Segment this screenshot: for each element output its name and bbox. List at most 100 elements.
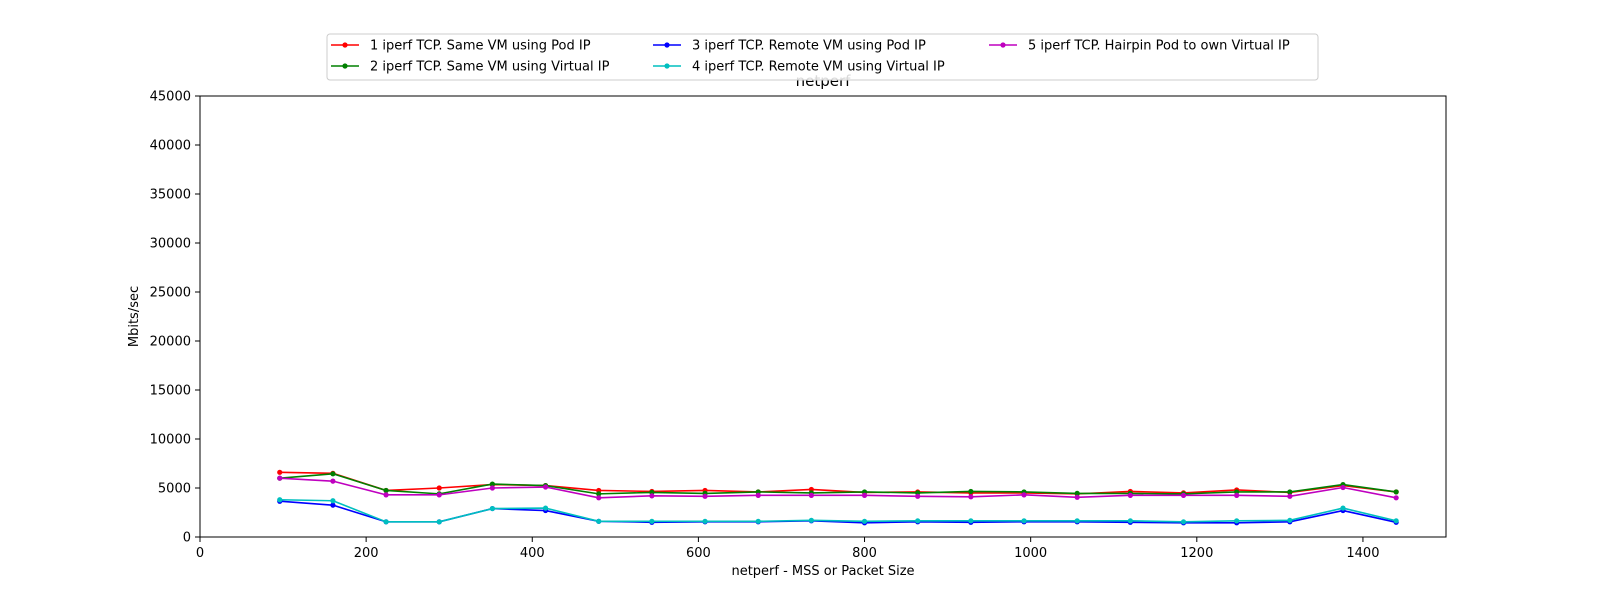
data-point <box>1393 495 1399 501</box>
legend-label: 2 iperf TCP. Same VM using Virtual IP <box>370 60 610 75</box>
data-point <box>968 494 974 500</box>
legend-item: 1 iperf TCP. Same VM using Pod IP <box>331 39 591 54</box>
y-tick-label: 15000 <box>150 384 191 399</box>
data-point <box>808 517 814 523</box>
x-tick-label: 0 <box>196 546 204 561</box>
data-point <box>383 487 389 494</box>
legend-item: 5 iperf TCP. Hairpin Pod to own Virtual … <box>989 39 1290 54</box>
data-point <box>861 492 868 498</box>
data-point <box>596 518 602 524</box>
data-point <box>1127 518 1133 524</box>
x-tick-label: 800 <box>852 546 877 561</box>
x-tick-label: 1200 <box>1180 546 1213 561</box>
x-axis-label: netperf - MSS or Packet Size <box>731 564 914 579</box>
data-point <box>489 505 495 512</box>
legend-marker <box>664 63 670 69</box>
data-point <box>542 484 549 490</box>
data-point <box>330 498 336 504</box>
data-point <box>330 502 336 508</box>
y-tick-label: 10000 <box>150 433 191 448</box>
legend-marker <box>342 63 348 69</box>
data-point <box>383 519 389 525</box>
data-point <box>702 518 708 524</box>
data-point <box>1393 489 1399 495</box>
x-tick-label: 400 <box>520 546 545 561</box>
data-point <box>702 493 708 499</box>
series-lines <box>277 469 1399 526</box>
series-2 <box>277 471 1399 497</box>
data-point <box>1180 492 1187 498</box>
series-line <box>279 498 1397 523</box>
data-point <box>755 518 761 524</box>
data-point <box>861 518 868 524</box>
data-point <box>277 469 283 475</box>
series-4 <box>277 497 1399 525</box>
x-tick-label: 600 <box>686 546 711 561</box>
data-point <box>1287 489 1293 495</box>
data-point <box>489 481 495 487</box>
data-point <box>968 518 974 524</box>
legend: 1 iperf TCP. Same VM using Pod IP 2 iperf… <box>326 33 1319 81</box>
legend-item: 2 iperf TCP. Same VM using Virtual IP <box>331 60 610 75</box>
data-point <box>1340 505 1346 511</box>
data-point <box>1074 494 1080 500</box>
legend-item: 3 iperf TCP. Remote VM using Pod IP <box>653 39 926 54</box>
data-point <box>649 493 655 499</box>
y-tick-label: 40000 <box>150 139 191 154</box>
series-line <box>279 472 1397 495</box>
data-point <box>1340 484 1346 491</box>
data-point <box>1074 490 1080 496</box>
data-point <box>330 478 336 484</box>
data-point <box>277 475 283 481</box>
x-tick-label: 1000 <box>1014 546 1047 561</box>
legend-label: 3 iperf TCP. Remote VM using Pod IP <box>692 39 926 54</box>
data-point <box>1234 518 1240 524</box>
data-point <box>436 492 442 498</box>
data-point <box>1021 492 1027 498</box>
data-point <box>330 471 336 477</box>
series-line <box>279 471 1397 495</box>
data-point <box>1127 492 1133 498</box>
data-point <box>277 497 283 503</box>
legend-marker <box>1000 42 1006 48</box>
data-point <box>383 492 389 498</box>
y-tick-label: 20000 <box>150 335 191 350</box>
y-tick-label: 30000 <box>150 237 191 252</box>
axes: 0 200 400 600 800 1000 1200 1400 0 5000 10000 15000… <box>150 90 1447 561</box>
data-point <box>596 495 602 501</box>
y-tick-label: 25000 <box>150 286 191 301</box>
data-point <box>596 491 602 497</box>
data-point <box>436 519 442 525</box>
data-point <box>436 485 442 491</box>
data-point <box>968 488 974 495</box>
data-point <box>915 493 921 499</box>
y-tick-label: 35000 <box>150 188 191 203</box>
data-point <box>1021 518 1027 524</box>
legend-item: 4 iperf TCP. Remote VM using Virtual IP <box>653 60 945 75</box>
x-tick-label: 200 <box>354 546 379 561</box>
legend-box <box>326 33 1319 81</box>
legend-label: 4 iperf TCP. Remote VM using Virtual IP <box>692 60 945 75</box>
data-point <box>542 505 549 511</box>
series-line <box>279 477 1397 499</box>
data-point <box>915 518 921 524</box>
x-tick-label: 1400 <box>1346 546 1379 561</box>
data-point <box>1074 518 1080 524</box>
y-tick-label: 5000 <box>158 482 191 497</box>
plot-frame <box>199 95 1447 538</box>
data-point <box>808 492 814 498</box>
data-point <box>1234 492 1240 498</box>
legend-label: 5 iperf TCP. Hairpin Pod to own Virtual … <box>1028 39 1290 54</box>
legend-label: 1 iperf TCP. Same VM using Pod IP <box>370 39 591 54</box>
y-tick-label: 45000 <box>150 90 191 105</box>
data-point <box>489 485 495 491</box>
data-point <box>1393 518 1399 524</box>
y-tick-label: 0 <box>183 531 191 546</box>
data-point <box>1180 519 1187 525</box>
data-point <box>755 492 761 498</box>
data-point <box>1287 517 1293 523</box>
legend-marker <box>342 42 348 48</box>
y-axis-label: Mbits/sec <box>127 286 142 347</box>
series-5 <box>277 475 1399 501</box>
